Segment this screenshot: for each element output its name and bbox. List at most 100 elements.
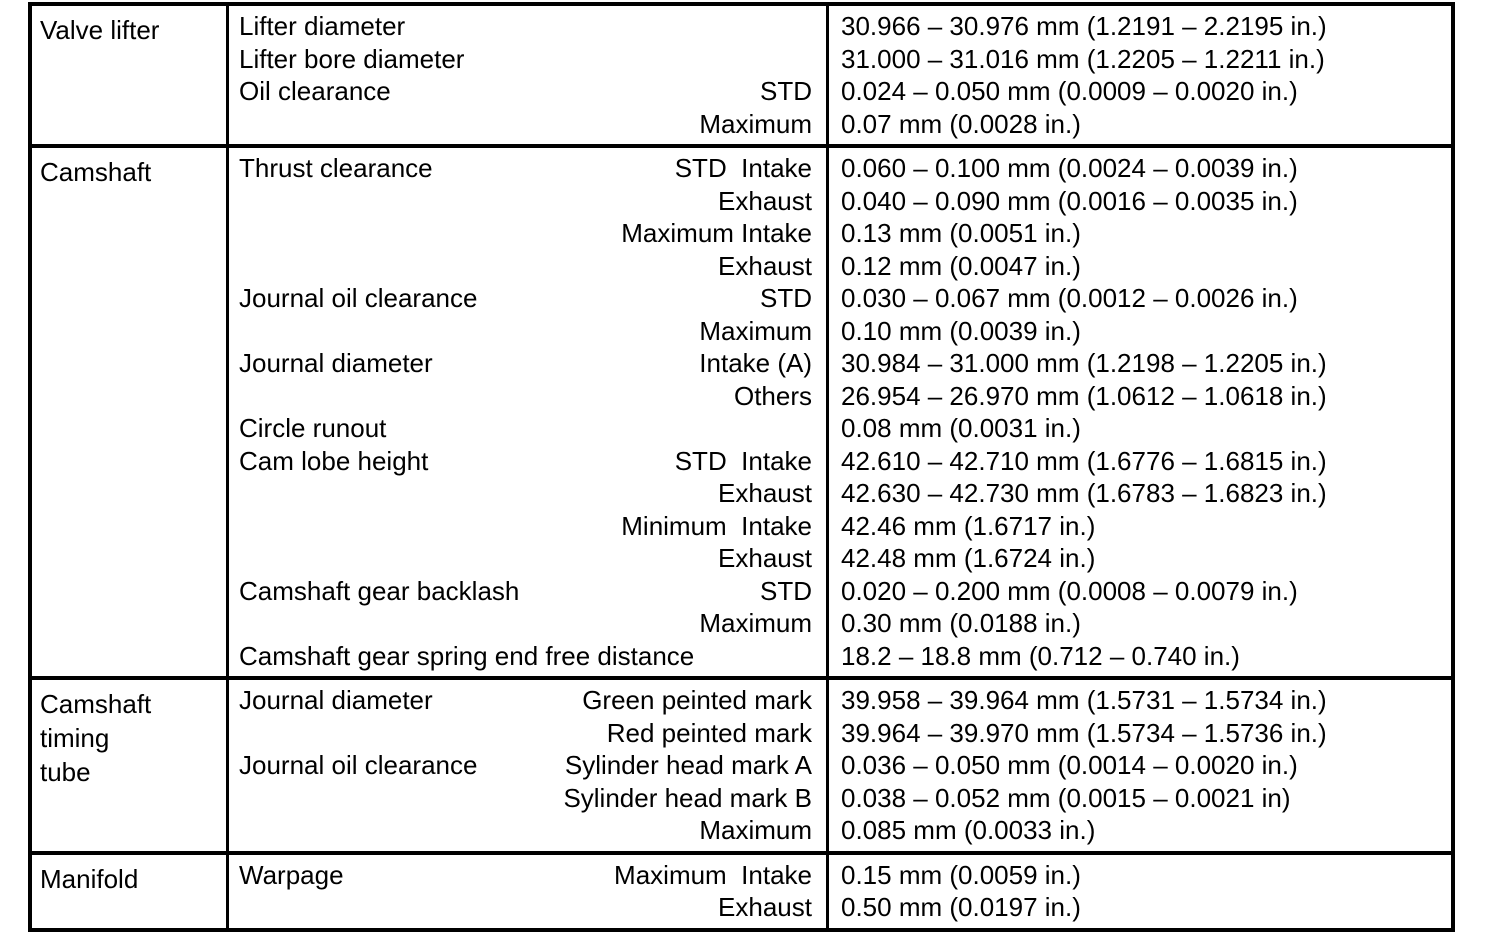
spec-value: 0.13 mm (0.0051 in.) — [841, 218, 1081, 248]
section-camshaft: Camshaft Thrust clearance STD Intake Exha… — [32, 144, 1451, 676]
spec-value: 0.30 mm (0.0188 in.) — [841, 608, 1081, 638]
spec-qualifier: STD — [760, 575, 812, 606]
spec-qualifier: STD Intake — [674, 445, 812, 476]
spec-value: 0.040 – 0.090 mm (0.0016 – 0.0035 in.) — [841, 185, 1298, 216]
spec-row: Maximum — [239, 108, 812, 141]
spec-item: Lifter bore diameter — [239, 43, 465, 74]
spec-qualifier: Maximum Intake — [614, 859, 812, 890]
spec-qualifier: Maximum Intake — [621, 218, 812, 248]
spec-row: Journal oil clearance Sylinder head mark … — [239, 749, 812, 782]
spec-item: Lifter diameter — [239, 11, 406, 41]
spec-value: 0.030 – 0.067 mm (0.0012 – 0.0026 in.) — [841, 283, 1298, 313]
section-valve-lifter: Valve lifter Lifter diameter Lifter bore… — [32, 6, 1451, 144]
spec-qualifier: Sylinder head mark A — [564, 750, 812, 780]
spec-values-column: 0.060 – 0.100 mm (0.0024 – 0.0039 in.) 0… — [829, 148, 1451, 676]
spec-item: Journal diameter — [239, 685, 433, 715]
spec-value: 0.08 mm (0.0031 in.) — [841, 413, 1081, 443]
spec-row: Camshaft gear backlash STD — [239, 575, 812, 608]
category-label: Camshaft — [32, 148, 229, 676]
spec-value: 0.15 mm (0.0059 in.) — [841, 859, 1081, 890]
spec-qualifier: Others — [733, 380, 812, 411]
category-label: Camshaft timing tube — [32, 680, 229, 851]
spec-row: Red peinted mark — [239, 717, 812, 750]
spec-value: 30.984 – 31.000 mm (1.2198 – 1.2205 in.) — [841, 348, 1327, 378]
spec-items-column: Thrust clearance STD Intake Exhaust Maxim… — [229, 148, 829, 676]
spec-qualifier: Maximum — [699, 315, 812, 346]
spec-row: Camshaft gear spring end free distance — [239, 640, 812, 673]
spec-row: Sylinder head mark B — [239, 782, 812, 815]
spec-value: 18.2 – 18.8 mm (0.712 – 0.740 in.) — [841, 640, 1240, 671]
spec-values-column: 0.15 mm (0.0059 in.) 0.50 mm (0.0197 in.… — [829, 855, 1451, 928]
spec-value: 39.958 – 39.964 mm (1.5731 – 1.5734 in.) — [841, 685, 1327, 715]
spec-row: Others — [239, 380, 812, 413]
spec-row: Exhaust — [239, 250, 812, 283]
spec-item: Thrust clearance — [239, 153, 433, 183]
spec-row: Oil clearance STD — [239, 75, 812, 108]
spec-row: Maximum — [239, 607, 812, 640]
spec-row: Cam lobe height STD Intake — [239, 445, 812, 478]
spec-qualifier: Minimum Intake — [621, 510, 812, 541]
spec-row: Exhaust — [239, 477, 812, 510]
spec-item: Oil clearance — [239, 76, 391, 106]
spec-qualifier: Green peinted mark — [582, 685, 812, 715]
spec-row: Exhaust — [239, 542, 812, 575]
spec-row: Journal diameter Intake (A) — [239, 347, 812, 380]
spec-row: Journal diameter Green peinted mark — [239, 684, 812, 717]
spec-value: 0.024 – 0.050 mm (0.0009 – 0.0020 in.) — [841, 76, 1298, 106]
spec-row: Warpage Maximum Intake — [239, 859, 812, 892]
spec-values-column: 30.966 – 30.976 mm (1.2191 – 2.2195 in.)… — [829, 6, 1451, 144]
spec-value: 42.46 mm (1.6717 in.) — [841, 510, 1096, 541]
spec-qualifier: Exhaust — [718, 478, 812, 508]
spec-row: Journal oil clearance STD — [239, 282, 812, 315]
spec-value: 26.954 – 26.970 mm (1.0612 – 1.0618 in.) — [841, 380, 1327, 411]
spec-values-column: 39.958 – 39.964 mm (1.5731 – 1.5734 in.)… — [829, 680, 1451, 851]
spec-row: Maximum — [239, 315, 812, 348]
spec-item: Journal diameter — [239, 348, 433, 378]
spec-qualifier: Maximum — [699, 608, 812, 638]
spec-item: Journal oil clearance — [239, 750, 478, 780]
spec-items-column: Lifter diameter Lifter bore diameter Oil… — [229, 6, 829, 144]
spec-qualifier: Exhaust — [718, 543, 812, 573]
spec-qualifier: STD — [760, 76, 812, 106]
spec-row: Exhaust — [239, 891, 812, 924]
spec-row: Lifter diameter — [239, 10, 812, 43]
spec-value: 0.020 – 0.200 mm (0.0008 – 0.0079 in.) — [841, 575, 1298, 606]
spec-qualifier: STD Intake — [674, 153, 812, 183]
spec-item: Camshaft gear backlash — [239, 575, 520, 606]
spec-value: 0.07 mm (0.0028 in.) — [841, 108, 1081, 139]
spec-item: Journal oil clearance — [239, 283, 478, 313]
spec-value: 0.12 mm (0.0047 in.) — [841, 250, 1081, 281]
spec-value: 0.085 mm (0.0033 in.) — [841, 815, 1096, 845]
spec-items-column: Journal diameter Green peinted mark Red p… — [229, 680, 829, 851]
category-label: Manifold — [32, 854, 229, 928]
spec-value: 0.10 mm (0.0039 in.) — [841, 315, 1081, 346]
spec-item: Warpage — [239, 859, 344, 890]
spec-row: Circle runout — [239, 412, 812, 445]
spec-row: Exhaust — [239, 185, 812, 218]
spec-item: Circle runout — [239, 413, 387, 443]
spec-qualifier: Exhaust — [718, 250, 812, 281]
spec-value: 0.060 – 0.100 mm (0.0024 – 0.0039 in.) — [841, 153, 1298, 183]
spec-value: 0.50 mm (0.0197 in.) — [841, 892, 1081, 922]
spec-item: Camshaft gear spring end free distance — [239, 640, 695, 671]
spec-row: Maximum — [239, 814, 812, 847]
specifications-table: Valve lifter Lifter diameter Lifter bore… — [28, 2, 1455, 932]
spec-items-column: Warpage Maximum Intake Exhaust — [229, 854, 829, 928]
spec-value: 0.038 – 0.052 mm (0.0015 – 0.0021 in) — [841, 782, 1291, 813]
spec-qualifier: Sylinder head mark B — [563, 782, 812, 813]
spec-value: 0.036 – 0.050 mm (0.0014 – 0.0020 in.) — [841, 750, 1298, 780]
spec-value: 42.630 – 42.730 mm (1.6783 – 1.6823 in.) — [841, 478, 1327, 508]
spec-value: 31.000 – 31.016 mm (1.2205 – 1.2211 in.) — [841, 43, 1325, 74]
spec-value: 39.964 – 39.970 mm (1.5734 – 1.5736 in.) — [841, 717, 1327, 748]
spec-qualifier: Red peinted mark — [606, 717, 812, 748]
spec-item: Cam lobe height — [239, 445, 429, 476]
spec-qualifier: Exhaust — [718, 892, 812, 922]
spec-row: Minimum Intake — [239, 510, 812, 543]
section-camshaft-timing-tube: Camshaft timing tube Journal diameter Gre… — [32, 676, 1451, 851]
category-label: Valve lifter — [32, 6, 229, 144]
spec-row: Maximum Intake — [239, 217, 812, 250]
spec-value: 30.966 – 30.976 mm (1.2191 – 2.2195 in.) — [841, 11, 1327, 41]
spec-qualifier: Exhaust — [718, 185, 812, 216]
spec-value: 42.610 – 42.710 mm (1.6776 – 1.6815 in.) — [841, 445, 1327, 476]
spec-qualifier: Maximum — [699, 108, 812, 139]
